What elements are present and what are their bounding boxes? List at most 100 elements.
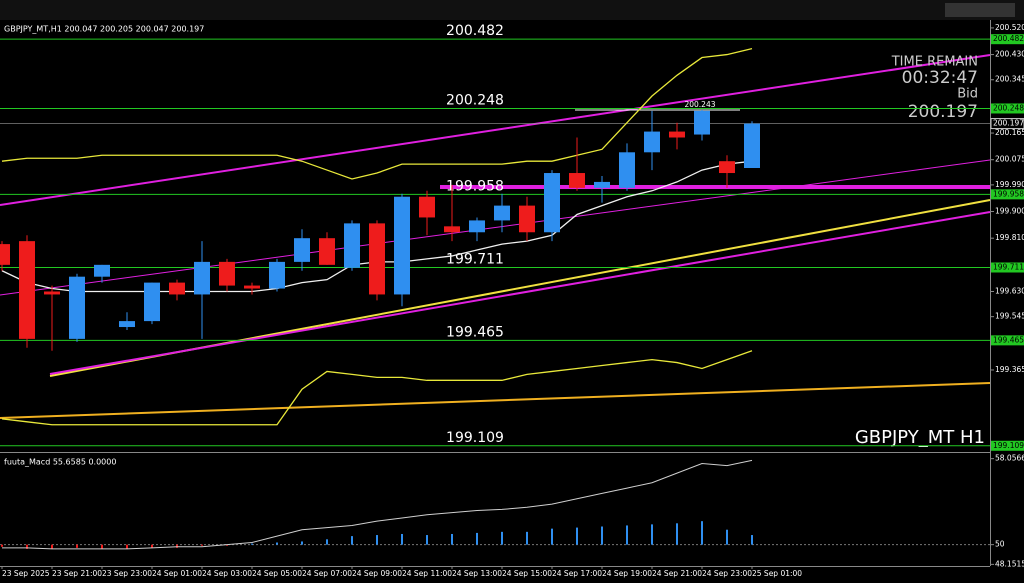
axis-level-label: 200.482 [993,34,1024,43]
candle-body [369,223,385,295]
y-tick-label: 200.165 [995,128,1024,137]
axis-level-box [991,34,1024,45]
candle-body [394,196,410,295]
histogram-bar [626,525,628,545]
x-tick-label: 24 Sep 17:00 [552,569,602,578]
histogram-bar [126,544,128,549]
window-buttons[interactable] [945,3,1015,17]
histogram-bar [476,532,478,545]
level-label: 200.482 [446,23,504,39]
candle-body [419,196,435,218]
level-label: 199.109 [446,430,504,446]
candle-body [644,131,660,153]
y-tick-label: 199.365 [995,365,1024,374]
histogram-bar [576,527,578,545]
candle-body [744,123,760,168]
histogram-bar [376,535,378,545]
axis-level-label: 199.465 [993,335,1024,344]
level-label: 199.465 [446,324,504,340]
level-label: 200.248 [446,92,504,108]
channel-line [0,54,991,206]
axis-level-box [991,103,1024,114]
high-marker-label: 200.243 [684,100,715,109]
histogram-bar [401,533,403,545]
histogram-bar [601,526,603,545]
candle-body [19,241,35,339]
axis-level-label: 199.109 [993,441,1024,450]
histogram-bar [351,536,353,545]
candle-body [144,282,160,322]
candle-body [519,205,535,233]
y-tick-label: 200.520 [995,23,1024,32]
overlay-line [1,48,753,180]
candle-body [469,220,485,233]
x-tick-label: 24 Sep 19:00 [602,569,652,578]
x-tick-label: 24 Sep 03:00 [202,569,252,578]
histogram-bar [551,528,553,545]
x-tick-label: 24 Sep 05:00 [252,569,302,578]
candle-body [494,205,510,221]
x-tick-label: 24 Sep 07:00 [302,569,352,578]
title-bar [0,0,1024,20]
axis-level-box [991,440,1024,451]
candle-body [544,173,560,233]
candle-body [44,291,60,295]
candle-body [569,173,585,188]
watermark: GBPJPY_MT H1 [855,427,985,448]
x-tick-label: 24 Sep 01:00 [152,569,202,578]
y-tick-label: 200.075 [995,155,1024,164]
histogram-bar [501,531,503,545]
histogram-bar [701,521,703,545]
y-tick-label: 199.630 [995,286,1024,295]
bid-value: 200.197 [908,102,978,122]
histogram-bar [751,535,753,545]
histogram-bar [326,539,328,545]
axis-level-box [991,189,1024,200]
histogram-bar [176,544,178,548]
histogram-bar [201,544,203,546]
axis-level-label: 199.711 [993,263,1024,272]
bid-label: Bid [957,87,978,102]
axis-level-label: 199.958 [993,189,1024,198]
channel-line [0,159,991,296]
candle-body [669,131,685,138]
candle-body [444,226,460,233]
current-price-box [990,118,1024,130]
indicator-info: fuuta_Macd 55.6585 0.0000 [4,458,116,467]
chart-info: GBPJPY_MT,H1 200.047 200.205 200.047 200… [4,25,204,34]
histogram-bar [26,544,28,549]
x-tick-label: 24 Sep 09:00 [352,569,402,578]
candle-body [244,285,260,289]
histogram-bar [726,529,728,545]
y-tick-label: 199.900 [995,207,1024,216]
x-tick-label: 24 Sep 13:00 [452,569,502,578]
y-tick-label: 50 [995,540,1005,549]
macd-line [2,459,753,550]
histogram-bar [301,541,303,545]
level-label: 199.711 [446,252,504,268]
candle-body [194,261,210,295]
timer-title: TIME REMAIN [891,55,978,70]
current-price-label: 200.197 [993,119,1024,128]
candle-body [594,181,610,188]
candle-body [319,238,335,265]
candle-body [94,264,110,277]
y-tick-label: 199.990 [995,180,1024,189]
candle-body [119,321,135,328]
x-tick-label: 24 Sep 15:00 [502,569,552,578]
y-tick-label: 200.430 [995,50,1024,59]
histogram-bar [526,531,528,545]
trend-line [0,382,991,419]
candle-body [0,244,10,265]
trend-line [49,211,991,375]
histogram-bar [651,524,653,545]
x-tick-label: 24 Sep 11:00 [402,569,452,578]
x-tick-label: 25 Sep 01:00 [752,569,802,578]
candle-body [344,223,360,268]
histogram-bar [51,544,53,549]
candle-body [269,261,285,289]
histogram-bar [426,535,428,545]
candle-body [619,152,635,188]
level-label: 199.958 [446,178,504,194]
